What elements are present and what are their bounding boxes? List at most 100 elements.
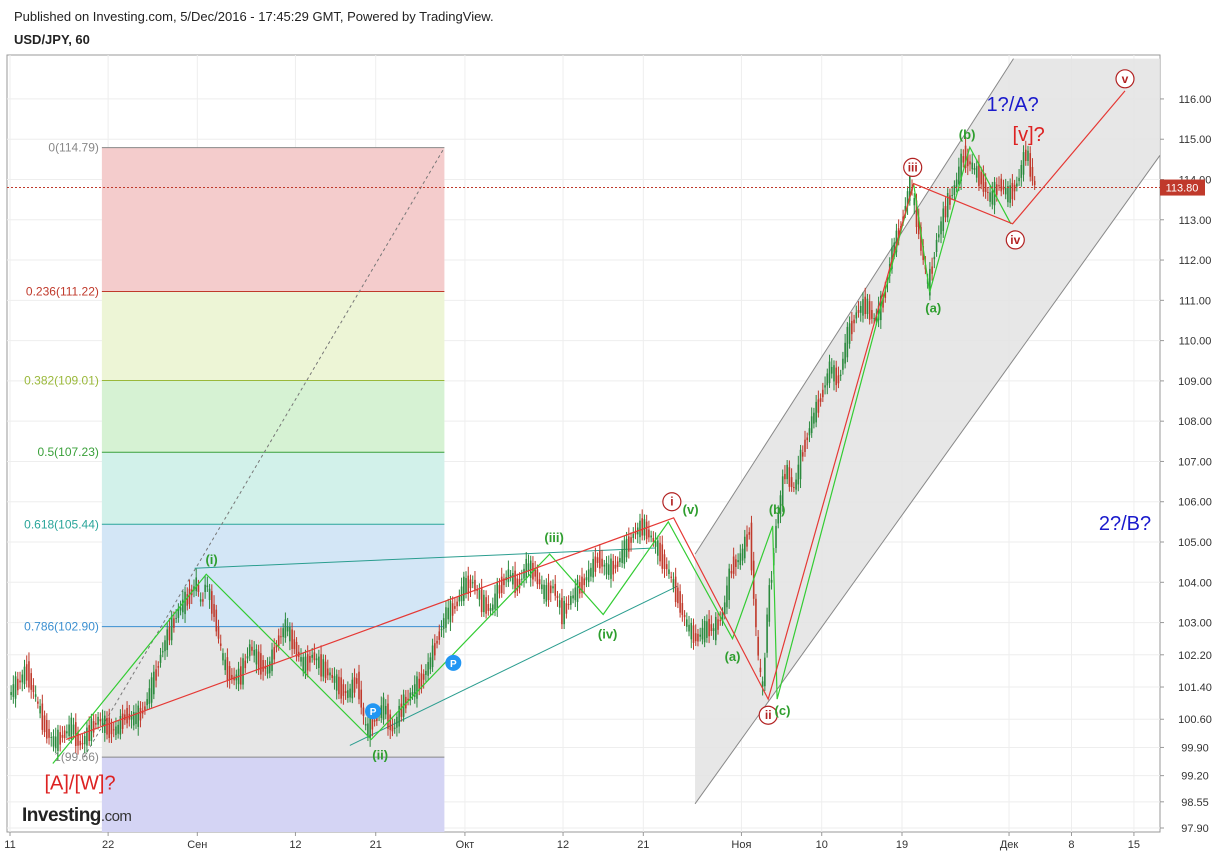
candle-body [202, 599, 204, 602]
candle-body [842, 358, 844, 370]
candle-body [612, 560, 615, 575]
candle-body [610, 558, 612, 579]
candle-body [672, 579, 675, 588]
y-tick-label-19: 115.00 [1179, 134, 1212, 146]
candle-body [681, 603, 684, 615]
candle-body [409, 692, 412, 701]
candle-body [219, 643, 222, 646]
candle-body [563, 600, 565, 625]
candle-body [969, 161, 971, 165]
candle-body [222, 653, 224, 661]
x-tick-label-8: Ноя [731, 839, 751, 851]
candle-body [186, 594, 189, 606]
wave-sub-b-2: (b) [959, 127, 976, 142]
x-tick-label-13: 15 [1128, 839, 1140, 851]
candle-body [710, 624, 713, 632]
candle-body [63, 730, 66, 739]
candle-body [434, 643, 436, 656]
candle-body [770, 579, 773, 583]
candle-body [570, 595, 572, 605]
candle-body [1031, 167, 1034, 181]
candle-body [231, 674, 233, 679]
fib-zone-extension [101, 757, 445, 832]
fib-level-label-2: 0.382(109.01) [24, 373, 99, 387]
candle-body [313, 652, 316, 661]
candle-body [1004, 187, 1007, 195]
candle-body [946, 192, 949, 218]
candle-body [248, 644, 251, 657]
candle-body [554, 583, 557, 596]
candle-body [293, 639, 296, 650]
candle-body [913, 198, 916, 206]
fib-zone-3 [101, 452, 445, 525]
candle-body [92, 721, 95, 733]
x-tick-label-3: 12 [289, 839, 301, 851]
candle-body [273, 647, 276, 660]
candle-body [552, 586, 554, 589]
candle-body [70, 717, 73, 739]
wave-circled-v: v [1122, 72, 1129, 86]
candle-body [324, 661, 327, 679]
y-tick-label-1: 98.55 [1181, 797, 1209, 809]
candle-body [331, 674, 334, 678]
candle-body [467, 575, 470, 594]
wave-circled-ii: ii [765, 708, 772, 722]
channel-lower-line [694, 155, 1161, 805]
candle-body [817, 399, 820, 413]
candle-body [958, 166, 960, 185]
candle-body [161, 651, 164, 653]
candle-body [101, 718, 104, 727]
candle-body [119, 716, 122, 735]
candle-body [77, 731, 79, 746]
pivot-marker-1 [445, 654, 462, 671]
candle-body [61, 734, 64, 738]
candle-body [132, 711, 135, 726]
channel-upper-line [694, 58, 1014, 555]
candle-body [318, 656, 320, 669]
candle-body [295, 641, 298, 657]
candle-body [112, 729, 115, 731]
candle-body [57, 729, 59, 752]
candle-body [451, 603, 454, 616]
candle-body [857, 309, 860, 313]
x-tick-label-5: Окт [456, 839, 475, 851]
candle-body [465, 578, 467, 594]
candle-body [846, 326, 849, 358]
candle-body [14, 676, 17, 699]
candle-body [750, 522, 753, 571]
candle-body [304, 656, 307, 675]
candle-body [396, 716, 398, 728]
fib-zone-5 [101, 626, 445, 758]
candle-body [558, 600, 561, 608]
candle-body [623, 540, 626, 564]
candle-body [868, 301, 871, 320]
candle-body [226, 657, 229, 681]
candle-body [1011, 182, 1014, 200]
candle-body [355, 678, 358, 684]
candle-body [565, 603, 568, 614]
candle-body [877, 305, 880, 321]
y-tick-label-11: 107.00 [1178, 456, 1212, 468]
candle-body [81, 743, 84, 745]
candle-body [848, 323, 851, 344]
green-wave-path [52, 145, 1012, 764]
candle-body [757, 636, 759, 656]
candle-body [242, 658, 244, 685]
wave-circled-v-circle [1115, 69, 1135, 89]
fib-zone-1 [101, 291, 445, 381]
candle-body [556, 595, 559, 599]
wave-label-v-bracket: [v]? [1013, 124, 1045, 146]
wave-minor-ii: (ii) [372, 748, 388, 763]
candle-body [391, 725, 394, 732]
candle-body [518, 579, 521, 589]
fib-level-label-6: 1(99.66) [54, 750, 99, 764]
candle-body [489, 608, 492, 611]
wave-label-a-w: [A]/[W]? [44, 773, 115, 795]
candle-body [30, 673, 32, 690]
candle-body [320, 654, 322, 677]
candle-body [828, 361, 831, 384]
red-wave-path [65, 90, 1126, 740]
candle-body [32, 685, 35, 693]
candle-body [139, 707, 142, 721]
